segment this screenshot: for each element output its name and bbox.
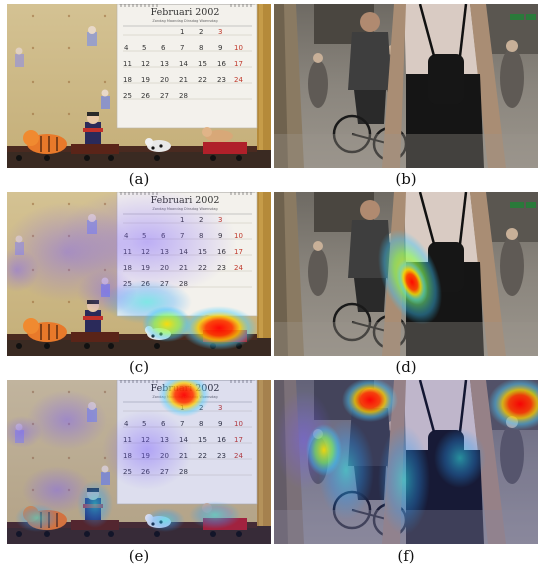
heatmap-overlay-f xyxy=(274,380,538,544)
caption-b: (b) xyxy=(395,170,417,188)
heatmap-overlay-d xyxy=(377,229,443,325)
heatmap-overlay-e xyxy=(7,380,271,544)
panel-d-street-heatmap xyxy=(274,192,538,356)
heatmap-overlay-c xyxy=(7,192,257,350)
panel-f-street-saliency xyxy=(274,380,538,544)
caption-d: (d) xyxy=(395,358,417,376)
panel-e-calendar-saliency xyxy=(7,380,271,544)
caption-f: (f) xyxy=(397,547,415,565)
panel-c-calendar-heatmap xyxy=(7,192,271,356)
panel-a-calendar-scene xyxy=(7,4,271,168)
caption-a: (a) xyxy=(128,170,150,188)
panel-b-street-scene xyxy=(274,4,538,168)
caption-e: (e) xyxy=(128,547,150,565)
caption-c: (c) xyxy=(128,358,150,376)
